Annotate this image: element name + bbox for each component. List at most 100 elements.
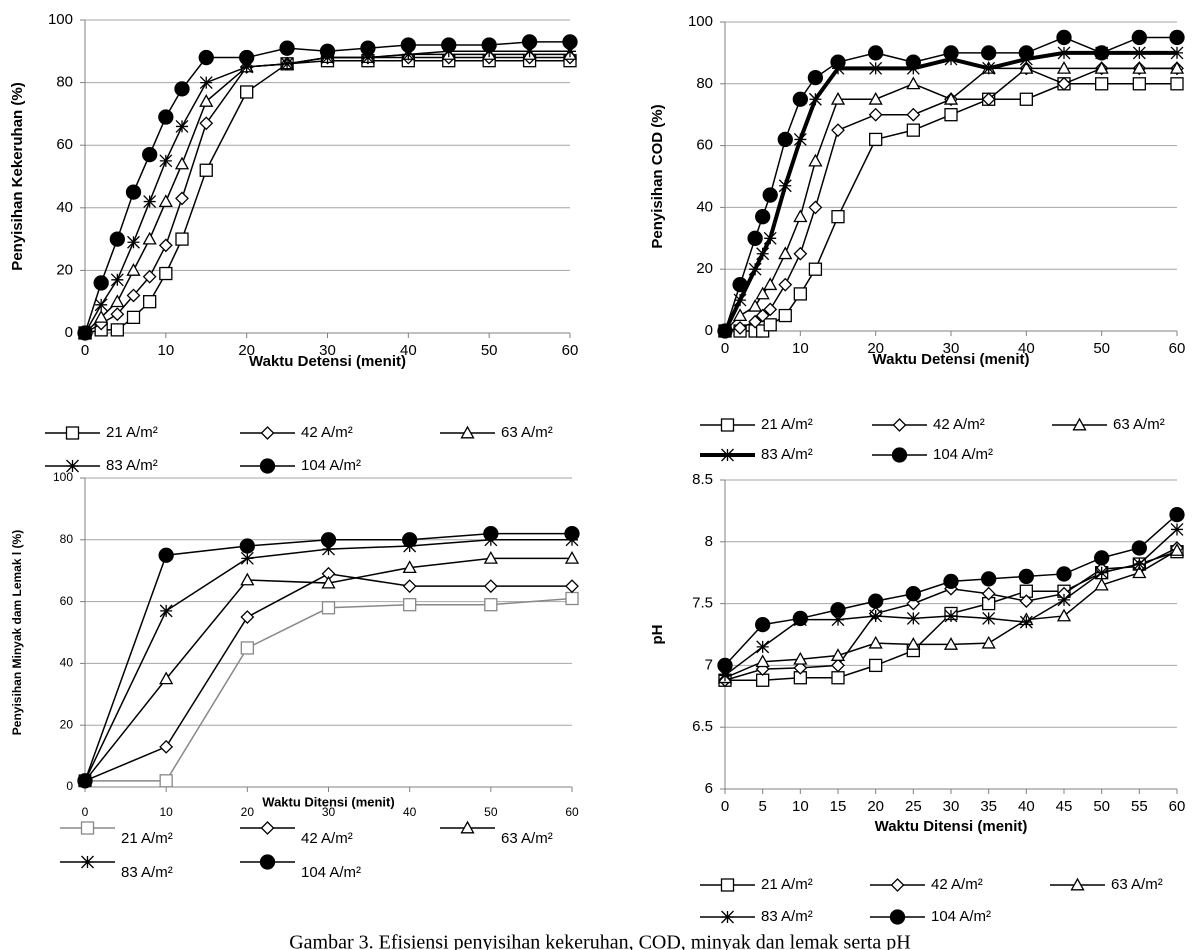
legend-label: 83 A/m²	[121, 864, 173, 881]
marker	[943, 637, 959, 650]
legend-label: 42 A/m²	[931, 876, 983, 893]
marker	[755, 654, 770, 668]
marker	[94, 298, 108, 312]
marker	[717, 323, 733, 339]
series-line	[84, 53, 570, 334]
marker	[868, 45, 884, 61]
legend-label: 63 A/m²	[1111, 876, 1163, 893]
x-tick-label: 50	[1093, 340, 1110, 357]
marker	[400, 37, 416, 53]
marker	[981, 635, 996, 649]
y-axis-label: pH	[649, 625, 666, 645]
legend-marker	[720, 878, 735, 892]
legend-label: 42 A/m²	[301, 830, 353, 847]
marker	[279, 40, 295, 56]
y-tick-label: 0	[65, 324, 73, 341]
marker	[831, 210, 845, 224]
x-tick-label: 45	[1056, 798, 1073, 815]
y-tick-label: 6	[705, 780, 713, 797]
legend-marker	[259, 854, 276, 870]
marker	[1018, 45, 1034, 61]
y-tick-label: 20	[696, 260, 713, 277]
legend-marker	[889, 909, 906, 925]
x-tick-label: 30	[319, 342, 336, 359]
marker	[1169, 29, 1185, 46]
marker	[565, 591, 579, 606]
marker	[401, 47, 415, 61]
marker	[981, 586, 996, 601]
marker	[125, 184, 142, 200]
marker	[483, 579, 498, 594]
y-tick-label: 7	[705, 656, 713, 673]
marker	[403, 598, 417, 612]
marker	[1170, 46, 1184, 60]
marker	[565, 579, 579, 594]
marker	[1095, 77, 1109, 91]
x-tick-label: 50	[484, 805, 498, 819]
marker	[1132, 61, 1147, 74]
marker	[718, 668, 732, 682]
marker	[127, 235, 140, 249]
marker	[175, 232, 189, 246]
marker	[199, 76, 213, 90]
marker	[778, 179, 792, 193]
marker	[1057, 76, 1071, 91]
caption: Gambar 3. Efisiensi penyisihan kekeruhan…	[289, 932, 911, 950]
series-line	[724, 36, 1177, 332]
marker	[199, 116, 214, 131]
marker	[1132, 77, 1146, 91]
marker	[793, 287, 807, 301]
y-tick-label: 80	[60, 532, 74, 546]
marker	[732, 276, 748, 293]
marker	[982, 611, 996, 625]
marker	[793, 209, 808, 223]
legend-marker	[66, 459, 79, 473]
marker	[126, 263, 141, 276]
y-tick-label: 0	[66, 779, 73, 793]
marker	[733, 293, 747, 307]
marker	[1132, 565, 1147, 579]
marker	[239, 538, 255, 554]
marker	[830, 648, 846, 661]
y-tick-label: 40	[60, 656, 74, 670]
marker	[868, 635, 883, 649]
marker	[906, 637, 921, 650]
marker	[402, 579, 417, 594]
chart: 6 6.5 7 7.5 8 8.5 0 5 10 15 20 25 30 35 40 45 50 55 60 Wakt…	[649, 471, 1185, 925]
y-tick-label: 8	[705, 533, 713, 550]
marker	[792, 610, 808, 627]
series-line	[723, 50, 1177, 332]
x-tick-label: 60	[1169, 340, 1186, 357]
marker	[159, 774, 173, 788]
marker	[793, 246, 808, 261]
legend-label: 104 A/m²	[933, 446, 993, 463]
legend-marker	[260, 821, 275, 835]
legend-label: 63 A/m²	[501, 424, 553, 441]
legend-label: 83 A/m²	[761, 446, 813, 463]
y-tick-label: 80	[696, 75, 713, 92]
marker	[93, 275, 109, 291]
marker	[831, 613, 845, 627]
marker	[755, 209, 771, 225]
legend-label: 21 A/m²	[121, 830, 173, 847]
marker	[868, 107, 883, 122]
x-tick-label: 40	[403, 805, 417, 819]
marker	[717, 657, 733, 674]
marker	[441, 37, 457, 53]
legend-label: 83 A/m²	[106, 457, 158, 474]
marker	[1169, 543, 1185, 556]
y-tick-label: 60	[696, 137, 713, 154]
marker	[905, 586, 921, 602]
marker	[869, 132, 883, 147]
marker	[199, 94, 214, 107]
y-tick-label: 60	[56, 136, 73, 153]
marker	[943, 91, 959, 105]
marker	[747, 230, 763, 246]
chart: 0 20 40 60 80 100 0 10 20 30 40 50 60 Waktu Detensi (…	[649, 13, 1185, 463]
marker	[981, 92, 996, 107]
legend-marker	[260, 426, 275, 440]
y-tick-label: 20	[56, 261, 73, 278]
chart: 0 20 40 60 80 100 0 10 20 30 40 50 60 Waktu Ditensi (…	[10, 470, 580, 881]
marker	[110, 273, 124, 287]
legend-marker	[720, 418, 735, 432]
